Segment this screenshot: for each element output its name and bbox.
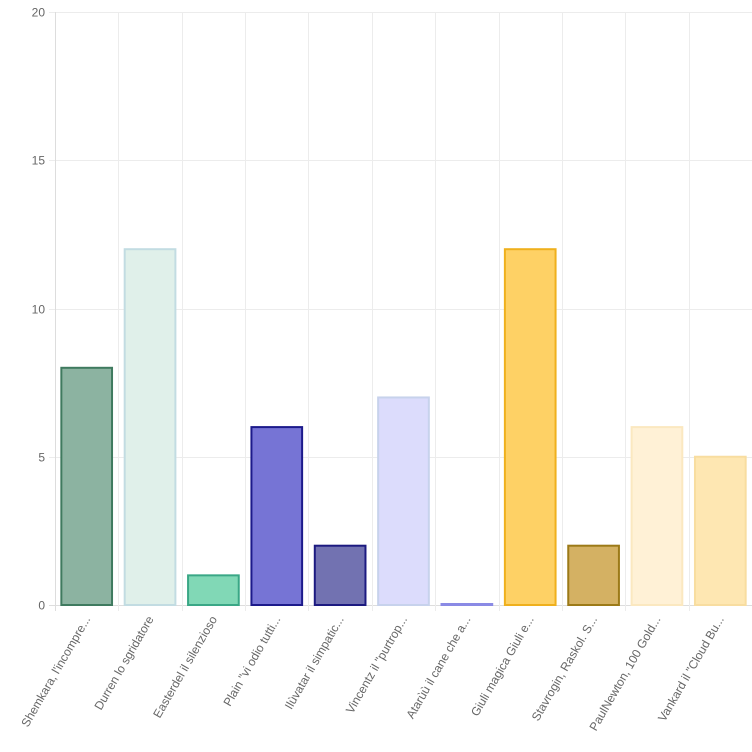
bar [187, 574, 240, 606]
bar [503, 248, 557, 606]
y-axis-ticks: 0 5 10 15 20 [32, 6, 46, 613]
y-tick-label: 10 [32, 303, 46, 317]
x-axis-ticks: Shemkara, l'incompre...Durren lo sgridat… [18, 613, 727, 733]
y-tick-label: 5 [38, 451, 45, 465]
x-tick-label: Easterdel il silenzioso [150, 613, 220, 720]
y-tick-label: 20 [32, 6, 46, 20]
bar [377, 396, 430, 607]
bar [250, 426, 304, 606]
x-tick-label: Shemkara, l'incompre... [18, 614, 93, 730]
bar [440, 603, 494, 606]
y-tick-label: 0 [38, 599, 45, 613]
bar [60, 366, 114, 606]
bar [630, 426, 684, 606]
bar [123, 248, 177, 606]
x-tick-label: Vincentz il "purtrop... [343, 614, 410, 716]
x-tick-label: Stavrogin, Raskol. S... [529, 614, 600, 724]
x-tick-label: Ilùvatar il simpatic... [282, 613, 347, 711]
x-tick-label: Plain "vi odio tutti... [220, 614, 283, 709]
bar [693, 455, 747, 606]
bar [567, 544, 620, 607]
x-tick-label: Vankard il "Cloud Bu... [655, 613, 727, 723]
bar [313, 544, 367, 607]
x-tick-label: Durren lo sgridatore [91, 613, 156, 712]
grid-lines [49, 12, 752, 611]
y-tick-label: 15 [32, 154, 46, 168]
x-tick-label: PaulNewton, 100 Gold... [586, 614, 663, 734]
bars [60, 248, 747, 607]
x-tick-label: Giuli magica Giuli e... [468, 613, 537, 718]
x-tick-label: Atarùù il cane che a... [403, 614, 473, 722]
